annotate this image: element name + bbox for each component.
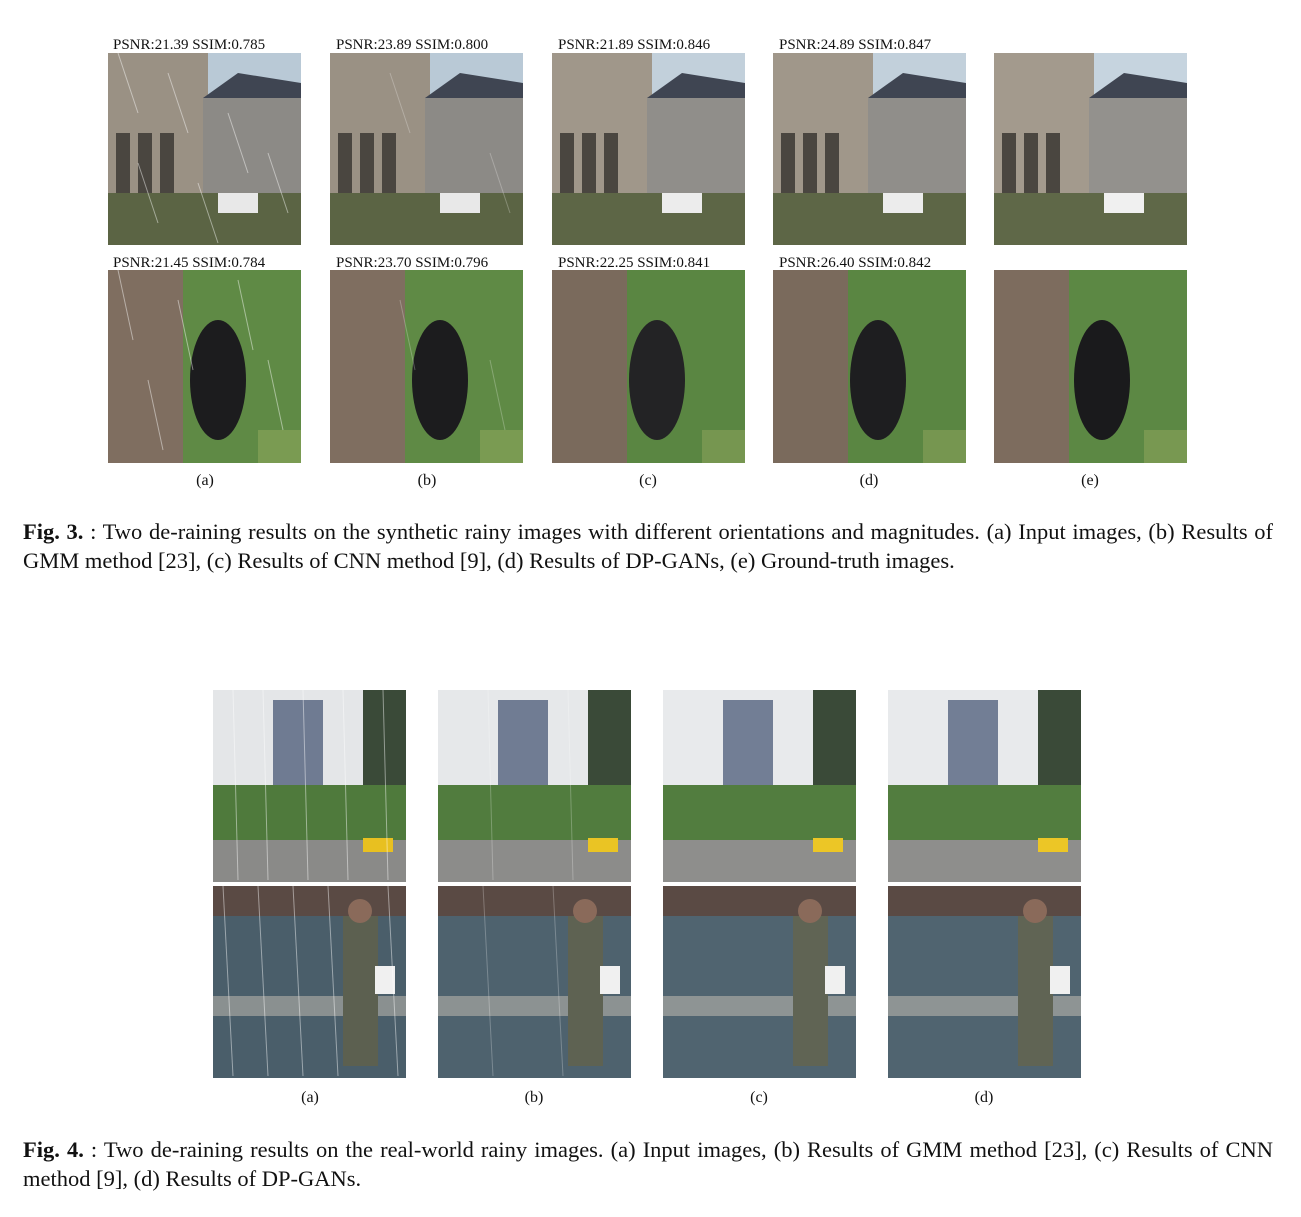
fig3-building-dpgan-image	[773, 53, 966, 245]
fig4-sublabel-b: (b)	[524, 1089, 544, 1106]
fig3-sublabel-e: (e)	[1081, 472, 1099, 489]
fig3-sublabel-c: (c)	[639, 472, 657, 489]
fig3-metric-r1-d: PSNR:24.89 SSIM:0.847	[779, 37, 932, 53]
fig3-building-gmm-image	[330, 53, 523, 245]
fig3-sublabel-d: (d)	[859, 472, 879, 489]
fig4-sublabel-d: (d)	[974, 1089, 994, 1106]
fig3-metric-r2-b: PSNR:23.70 SSIM:0.796	[336, 255, 489, 271]
fig4-person-gmm-image	[438, 886, 631, 1078]
fig4-person-cnn-image	[663, 886, 856, 1078]
fig4-street-cnn-image	[663, 690, 856, 882]
fig3-caption: Fig. 3. : Two de-raining results on the …	[23, 517, 1273, 575]
fig3-metric-r2-c: PSNR:22.25 SSIM:0.841	[558, 255, 711, 271]
fig3-bear-cnn-image	[552, 270, 745, 463]
fig3-metric-r1-a: PSNR:21.39 SSIM:0.785	[113, 37, 266, 53]
fig3-metric-r1-b: PSNR:23.89 SSIM:0.800	[336, 37, 489, 53]
fig3-metric-r2-d: PSNR:26.40 SSIM:0.842	[779, 255, 932, 271]
fig4-person-input-image	[213, 886, 406, 1078]
fig4-caption-prefix: Fig. 4.	[23, 1137, 84, 1162]
fig3-metric-r2-a: PSNR:21.45 SSIM:0.784	[113, 255, 266, 271]
fig3-bear-dpgan-image	[773, 270, 966, 463]
fig4-street-gmm-image	[438, 690, 631, 882]
fig3-bear-input-image	[108, 270, 301, 463]
fig3-building-input-image	[108, 53, 301, 245]
fig4-sublabel-c: (c)	[750, 1089, 768, 1106]
fig4-caption-text: : Two de-raining results on the real-wor…	[23, 1137, 1274, 1191]
fig3-sublabel-b: (b)	[417, 472, 437, 489]
fig3-bear-groundtruth-image	[994, 270, 1187, 463]
fig4-street-dpgan-image	[888, 690, 1081, 882]
fig3-building-cnn-image	[552, 53, 745, 245]
fig3-building-groundtruth-image	[994, 53, 1187, 245]
fig4-sublabel-a: (a)	[301, 1089, 319, 1106]
fig4-street-input-image	[213, 690, 406, 882]
fig3-caption-prefix: Fig. 3.	[23, 519, 84, 544]
fig3-caption-text: : Two de-raining results on the syntheti…	[23, 519, 1274, 573]
fig4-caption: Fig. 4. : Two de-raining results on the …	[23, 1135, 1273, 1193]
fig3-sublabel-a: (a)	[196, 472, 214, 489]
fig4-person-dpgan-image	[888, 886, 1081, 1078]
fig3-bear-gmm-image	[330, 270, 523, 463]
fig3-metric-r1-c: PSNR:21.89 SSIM:0.846	[558, 37, 711, 53]
